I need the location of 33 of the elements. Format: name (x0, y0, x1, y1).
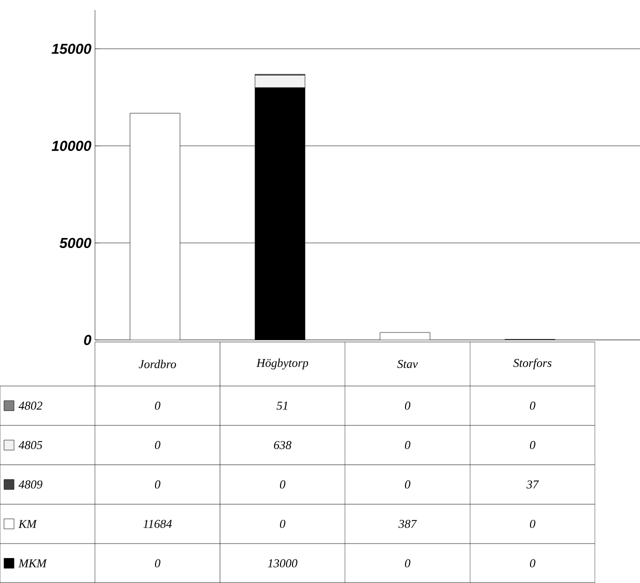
data-label: 638 (274, 441, 292, 450)
data-label: 0 (404, 402, 410, 410)
legend-label: 4805 (18, 441, 42, 450)
y-tick-label: 15000 (52, 44, 92, 54)
data-label: 0 (404, 559, 410, 568)
data-label: 387 (398, 520, 417, 528)
data-label: 37 (526, 480, 539, 489)
legend-label: KM (18, 520, 38, 528)
data-label: 0 (154, 480, 160, 489)
data-label: 0 (404, 480, 410, 489)
x-tick-label: Storfors (513, 358, 552, 370)
y-tick-label: 5000 (60, 238, 92, 248)
legend-label: 4809 (18, 480, 42, 489)
data-label: 0 (530, 441, 536, 450)
data-label: 0 (530, 402, 536, 410)
y-tick-label: 0 (84, 334, 92, 346)
data-label: 0 (280, 520, 286, 528)
data-label: 0 (404, 441, 410, 450)
data-label: 0 (154, 559, 160, 568)
y-tick-label: 10000 (52, 140, 92, 151)
legend-label: MKM (18, 559, 48, 568)
x-tick-label: Högbytorp (256, 358, 308, 370)
data-label: 13000 (268, 559, 298, 568)
data-label: 0 (530, 559, 536, 568)
legend-label: 4802 (18, 402, 42, 410)
data-label: 11684 (143, 520, 172, 528)
data-label: 0 (154, 402, 160, 410)
x-tick-label: Jordbro (138, 360, 176, 368)
data-label: 51 (276, 402, 288, 410)
data-label: 0 (530, 520, 536, 528)
data-label: 0 (154, 441, 160, 450)
x-tick-label: Stav (397, 360, 418, 368)
data-label: 0 (280, 480, 286, 489)
